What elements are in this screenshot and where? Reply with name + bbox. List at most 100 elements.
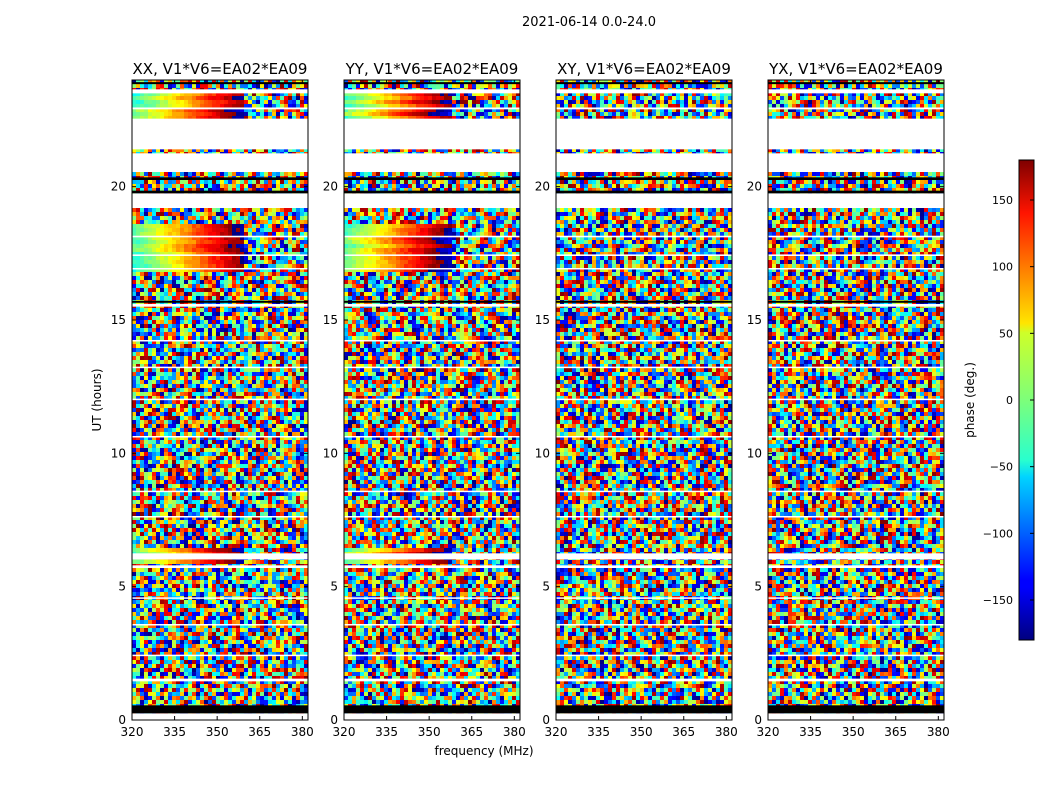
heat-cell <box>172 212 176 216</box>
heat-cell <box>160 212 164 216</box>
heat-cell <box>208 212 212 216</box>
x-axis-label: frequency (MHz) <box>434 744 533 758</box>
heat-cell <box>168 208 172 212</box>
heat-cell <box>132 100 136 104</box>
heat-cell <box>136 112 140 116</box>
heat-cell <box>208 184 212 188</box>
heat-cell <box>208 84 212 88</box>
heat-cell <box>268 184 272 188</box>
heat-cell <box>248 84 252 88</box>
heat-cell <box>192 100 196 104</box>
heat-cell <box>212 84 216 88</box>
heat-cell <box>260 112 264 116</box>
heat-cell <box>252 212 256 216</box>
heat-cell <box>276 84 280 88</box>
heat-cell <box>284 208 288 212</box>
heat-cell <box>164 212 168 216</box>
heat-cell <box>188 112 192 116</box>
heat-cell <box>232 180 236 184</box>
heat-cell <box>264 84 268 88</box>
heat-cell <box>156 180 160 184</box>
heat-cell <box>164 96 168 100</box>
heat-cell <box>264 172 268 176</box>
heat-cell <box>228 112 232 116</box>
heat-cell <box>264 96 268 100</box>
heat-cell <box>132 180 136 184</box>
heat-cell <box>204 100 208 104</box>
heat-cell <box>240 112 244 116</box>
heat-cell <box>212 208 216 212</box>
heat-cell <box>184 212 188 216</box>
heat-cell <box>156 84 160 88</box>
heat-cell <box>176 100 180 104</box>
heat-cell <box>156 212 160 216</box>
heat-cell <box>232 212 236 216</box>
heat-cell <box>224 84 228 88</box>
heat-cell <box>216 208 220 212</box>
heat-cell <box>284 100 288 104</box>
heat-cell <box>300 180 304 184</box>
heat-cell <box>236 100 240 104</box>
heat-cell <box>296 212 300 216</box>
heat-cell <box>180 180 184 184</box>
heat-cell <box>160 84 164 88</box>
heat-cell <box>184 180 188 184</box>
heat-cell <box>232 96 236 100</box>
heat-cell <box>288 208 292 212</box>
heat-cell <box>300 100 304 104</box>
heat-cell <box>296 100 300 104</box>
heat-cell <box>272 84 276 88</box>
heat-cell <box>248 184 252 188</box>
heat-cell <box>252 208 256 212</box>
heat-cell <box>300 112 304 116</box>
heat-cell <box>224 112 228 116</box>
heat-cell <box>176 208 180 212</box>
heat-cell <box>196 112 200 116</box>
panel-title: XX, V1*V6=EA02*EA09 <box>133 60 308 78</box>
heat-cell <box>284 84 288 88</box>
heat-cell <box>160 96 164 100</box>
heat-cell <box>188 96 192 100</box>
heat-cell <box>176 96 180 100</box>
heat-cell <box>224 212 228 216</box>
heat-cell <box>216 100 220 104</box>
heat-cell <box>200 112 204 116</box>
heat-cell <box>288 184 292 188</box>
heat-cell <box>140 184 144 188</box>
heat-cell <box>160 216 164 220</box>
heat-cell <box>188 180 192 184</box>
heat-cell <box>144 100 148 104</box>
heat-cell <box>188 84 192 88</box>
heat-cell <box>152 212 156 216</box>
heat-cell <box>208 180 212 184</box>
heat-cell <box>280 100 284 104</box>
heat-cell <box>156 172 160 176</box>
heat-cell <box>172 112 176 116</box>
heat-cell <box>244 180 248 184</box>
heat-cell <box>136 96 140 100</box>
heat-cell <box>192 184 196 188</box>
heat-cell <box>144 184 148 188</box>
heat-cell <box>140 180 144 184</box>
heat-cell <box>180 172 184 176</box>
heat-cell <box>300 212 304 216</box>
heat-cell <box>280 212 284 216</box>
heat-cell <box>292 184 296 188</box>
heat-cell <box>136 180 140 184</box>
heat-cell <box>184 112 188 116</box>
heat-cell <box>208 96 212 100</box>
heat-cell <box>172 96 176 100</box>
heat-cell <box>144 212 148 216</box>
heat-cell <box>132 208 136 212</box>
heat-cell <box>192 180 196 184</box>
heat-cell <box>196 84 200 88</box>
heat-cell <box>204 208 208 212</box>
heat-cell <box>224 180 228 184</box>
heat-cell <box>276 184 280 188</box>
heat-cell <box>256 180 260 184</box>
heat-cell <box>300 84 304 88</box>
heat-cell <box>192 216 196 220</box>
heat-cell <box>160 100 164 104</box>
heat-cell <box>300 172 304 176</box>
heat-cell <box>152 172 156 176</box>
